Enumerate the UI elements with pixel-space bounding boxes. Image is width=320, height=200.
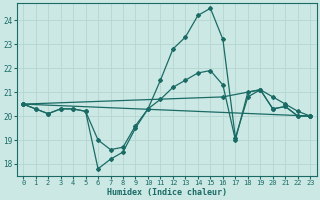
X-axis label: Humidex (Indice chaleur): Humidex (Indice chaleur) <box>107 188 227 197</box>
